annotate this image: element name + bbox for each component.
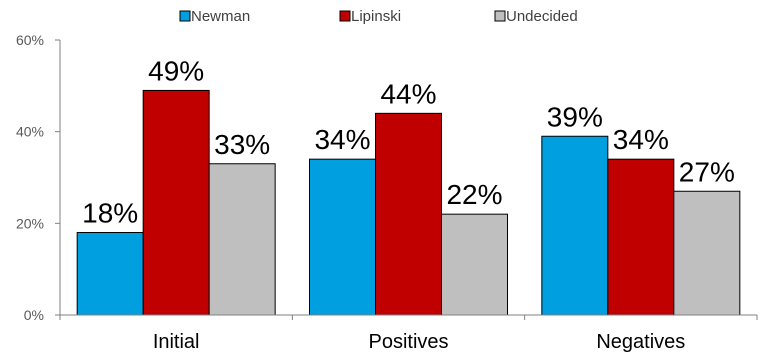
bar-newman-positives	[309, 158, 376, 316]
data-label-newman-initial: 18%	[82, 198, 138, 229]
x-category-label: Initial	[153, 331, 200, 353]
x-category-label: Negatives	[596, 331, 685, 353]
y-tick-label: 60%	[16, 32, 44, 48]
x-axis: Initial Positives Negatives	[59, 314, 758, 353]
data-label-undecided-negatives: 27%	[679, 156, 735, 187]
bar-undecided-initial	[208, 163, 276, 316]
legend-item-undecided: Undecided	[494, 8, 578, 25]
bar-lipinski-positives	[375, 112, 442, 316]
data-label-lipinski-initial: 49%	[148, 55, 204, 86]
y-tick-label: 20%	[16, 215, 44, 231]
y-tick-label: 0%	[24, 307, 44, 323]
bar-undecided-negatives	[673, 190, 741, 316]
bar-undecided-positives	[441, 213, 508, 316]
legend-item-newman: Newman	[179, 8, 250, 25]
data-label-undecided-initial: 33%	[214, 129, 270, 160]
legend-label: Lipinski	[351, 8, 401, 25]
y-axis: 0% 20% 40% 60%	[16, 32, 61, 323]
bar-newman-initial	[76, 232, 144, 316]
bar-newman-negatives	[541, 135, 609, 316]
x-category-label: Positives	[368, 331, 448, 353]
data-label-lipinski-negatives: 34%	[613, 124, 669, 155]
legend-swatch	[494, 10, 506, 22]
data-label-newman-negatives: 39%	[547, 101, 603, 132]
data-labels: 18% 49% 33% 34% 44% 22% 39% 34% 27%	[82, 55, 735, 228]
bar-lipinski-negatives	[607, 158, 675, 316]
bars	[76, 89, 741, 316]
data-label-newman-positives: 34%	[314, 124, 370, 155]
legend-label: Undecided	[506, 8, 578, 25]
bar-lipinski-initial	[142, 89, 210, 316]
data-label-lipinski-positives: 44%	[380, 78, 436, 109]
legend-swatch	[339, 10, 351, 22]
y-tick-label: 40%	[16, 124, 44, 140]
legend-label: Newman	[191, 8, 250, 25]
legend: Newman Lipinski Undecided	[179, 8, 578, 25]
legend-item-lipinski: Lipinski	[339, 8, 401, 25]
data-label-undecided-positives: 22%	[446, 179, 502, 210]
legend-swatch	[179, 10, 191, 22]
